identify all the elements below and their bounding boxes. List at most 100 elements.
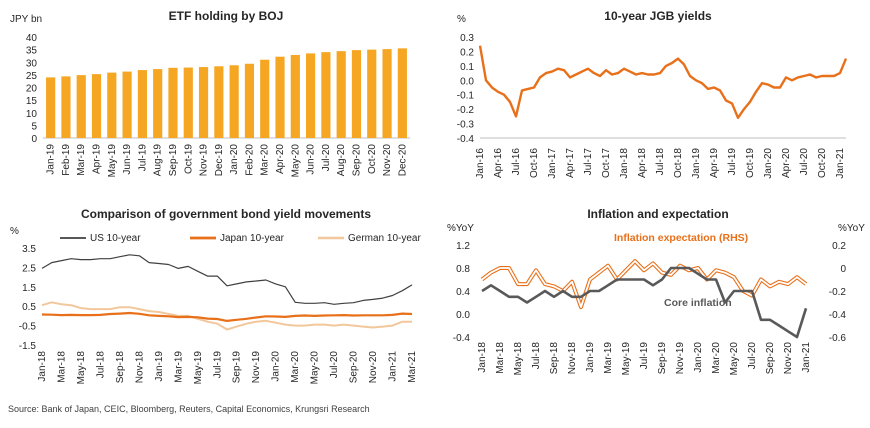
- x-tick-label: Jan-19: [585, 342, 596, 373]
- bar: [321, 52, 331, 138]
- x-tick-label: Nov-18: [134, 351, 145, 384]
- x-tick-label: Sep-19: [168, 144, 179, 177]
- bar: [168, 67, 178, 138]
- x-tick-label: May-18: [76, 351, 87, 385]
- bar: [107, 72, 117, 138]
- x-tick-label: Jul-20: [329, 351, 340, 379]
- bar: [91, 74, 102, 138]
- y-tick-label: 5: [31, 121, 37, 132]
- x-tick-label: Oct-19: [745, 148, 756, 178]
- x-tick-label: Apr-20: [275, 144, 286, 174]
- y-tick-label: 30: [26, 58, 38, 69]
- x-tick-label: Mar-18: [495, 342, 506, 374]
- y-tick-label: -0.2: [457, 105, 475, 116]
- x-tick-label: Nov-20: [368, 351, 379, 384]
- y-tick-label: 2.5: [22, 263, 36, 274]
- x-tick-label: Jun-20: [306, 144, 317, 175]
- y-tick-label-left: 0.8: [456, 264, 470, 275]
- y-tick-label-right: 0: [840, 264, 846, 275]
- y-tick-label: 3.5: [22, 244, 36, 255]
- y-tick-label: 35: [26, 46, 38, 57]
- x-tick-label: Mar-20: [711, 342, 722, 374]
- y-tick-label: 0: [31, 134, 37, 145]
- y-tick-label-right: -0.6: [829, 333, 847, 344]
- bar: [46, 77, 56, 138]
- bar: [367, 49, 377, 139]
- series-line-japan-10-year: [41, 311, 413, 322]
- bar: [382, 49, 392, 139]
- bar: [244, 63, 255, 138]
- y-axis-label: %: [457, 14, 466, 25]
- x-tick-label: Dec-19: [214, 144, 225, 177]
- chart-title: Comparison of government bond yield move…: [81, 207, 371, 221]
- x-tick-label: Jan-20: [229, 144, 240, 175]
- x-tick-label: May-20: [290, 144, 301, 178]
- x-tick-label: Jan-17: [547, 148, 558, 179]
- y-tick-label: -1.5: [19, 341, 37, 352]
- x-tick-label: Jan-16: [475, 148, 486, 179]
- x-tick-label: Nov-20: [783, 342, 794, 375]
- x-tick-label: Oct-20: [367, 144, 378, 174]
- x-tick-label: Oct-17: [601, 148, 612, 178]
- x-tick-label: Jan-20: [693, 342, 704, 373]
- x-tick-label: Apr-18: [637, 148, 648, 178]
- annotation-inflation-expectation: Inflation expectation (RHS): [614, 232, 748, 244]
- x-tick-label: Nov-20: [382, 144, 393, 177]
- y-tick-label-left: 1.2: [456, 241, 470, 252]
- x-tick-label: Oct-18: [673, 148, 684, 178]
- bar: [336, 51, 346, 138]
- x-tick-label: Jul-20: [321, 144, 332, 172]
- bar: [153, 69, 163, 138]
- y-tick-label-left: -0.4: [453, 333, 471, 344]
- x-tick-label: Jul-16: [511, 148, 522, 176]
- series-line-10y-jgb: [478, 45, 848, 120]
- x-tick-label: Mar-20: [260, 144, 271, 176]
- series-line-us-10-year: [41, 254, 413, 305]
- x-tick-label: Jan-18: [619, 148, 630, 179]
- bar: [122, 71, 132, 138]
- series-line-core-inflation: [481, 266, 808, 339]
- x-tick-label: Jul-19: [212, 351, 223, 379]
- x-tick-label: Mar-21: [407, 351, 418, 383]
- x-tick-label: Aug-19: [153, 144, 164, 177]
- y-tick-label: 20: [26, 84, 38, 95]
- bar: [229, 65, 239, 138]
- jgb-chart: 10-year JGB yields% 0.3 0.2 0.1 0.0 -0.1 -0.2 -…: [457, 9, 848, 179]
- bar: [61, 76, 71, 138]
- y-tick-label: -0.1: [457, 91, 475, 102]
- y-tick-label: 10: [26, 109, 38, 120]
- x-tick-label: Jul-17: [583, 148, 594, 176]
- bar: [137, 70, 147, 138]
- x-tick-label: Nov-19: [251, 351, 262, 384]
- x-tick-label: Dec-20: [397, 144, 408, 177]
- y-axis-label: %: [10, 226, 19, 237]
- x-tick-label: Jan-21: [835, 148, 846, 179]
- x-tick-label: Apr-17: [565, 148, 576, 178]
- x-tick-label: Jul-20: [799, 148, 810, 176]
- x-tick-label: Jan-19: [691, 148, 702, 179]
- y-tick-label: 15: [26, 96, 38, 107]
- x-tick-label: Jun-19: [122, 144, 133, 175]
- x-tick-label: Jan-19: [46, 144, 57, 175]
- x-tick-label: May-20: [310, 351, 321, 385]
- y-tick-label: 1.5: [22, 283, 36, 294]
- x-tick-label: Apr-19: [92, 144, 103, 174]
- x-tick-label: Sep-18: [549, 342, 560, 375]
- x-tick-label: Jul-18: [531, 342, 542, 370]
- x-tick-label: Nov-19: [675, 342, 686, 375]
- bar: [198, 67, 209, 138]
- x-tick-label: Sep-20: [351, 144, 362, 177]
- y-tick-label: -0.4: [457, 134, 475, 145]
- bar: [290, 54, 300, 138]
- bar: [397, 48, 407, 138]
- x-tick-label: Sep-20: [349, 351, 360, 384]
- x-tick-label: Jul-18: [655, 148, 666, 176]
- x-tick-label: Feb-19: [61, 144, 72, 176]
- x-tick-label: Sep-19: [232, 351, 243, 384]
- x-tick-label: Mar-19: [173, 351, 184, 383]
- x-tick-label: Jul-19: [639, 342, 650, 370]
- x-tick-label: Aug-20: [336, 144, 347, 177]
- gov-bond-chart: Comparison of government bond yield move…: [10, 207, 421, 384]
- x-tick-label: Nov-18: [567, 342, 578, 375]
